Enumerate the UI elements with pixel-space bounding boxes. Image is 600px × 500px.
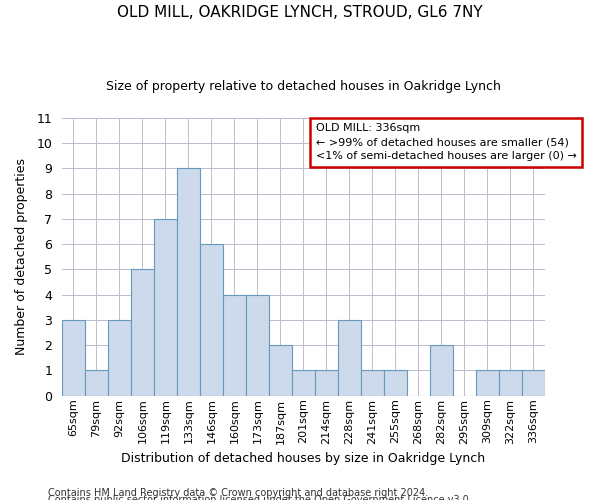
Bar	[292, 370, 315, 396]
Bar	[131, 270, 154, 396]
Text: Contains public sector information licensed under the Open Government Licence v3: Contains public sector information licen…	[48, 495, 472, 500]
Bar	[430, 345, 453, 396]
Bar	[154, 219, 177, 396]
Text: OLD MILL: 336sqm
← >99% of detached houses are smaller (54)
<1% of semi-detached: OLD MILL: 336sqm ← >99% of detached hous…	[316, 124, 577, 162]
Bar	[177, 168, 200, 396]
Bar	[522, 370, 545, 396]
Bar	[246, 294, 269, 396]
Y-axis label: Number of detached properties: Number of detached properties	[15, 158, 28, 356]
Bar	[269, 345, 292, 396]
X-axis label: Distribution of detached houses by size in Oakridge Lynch: Distribution of detached houses by size …	[121, 452, 485, 465]
Bar	[315, 370, 338, 396]
Bar	[62, 320, 85, 396]
Bar	[384, 370, 407, 396]
Bar	[200, 244, 223, 396]
Title: Size of property relative to detached houses in Oakridge Lynch: Size of property relative to detached ho…	[106, 80, 501, 93]
Text: Contains HM Land Registry data © Crown copyright and database right 2024.: Contains HM Land Registry data © Crown c…	[48, 488, 428, 498]
Text: OLD MILL, OAKRIDGE LYNCH, STROUD, GL6 7NY: OLD MILL, OAKRIDGE LYNCH, STROUD, GL6 7N…	[117, 5, 483, 20]
Bar	[108, 320, 131, 396]
Bar	[361, 370, 384, 396]
Bar	[338, 320, 361, 396]
Bar	[85, 370, 108, 396]
Bar	[476, 370, 499, 396]
Bar	[499, 370, 522, 396]
Bar	[223, 294, 246, 396]
